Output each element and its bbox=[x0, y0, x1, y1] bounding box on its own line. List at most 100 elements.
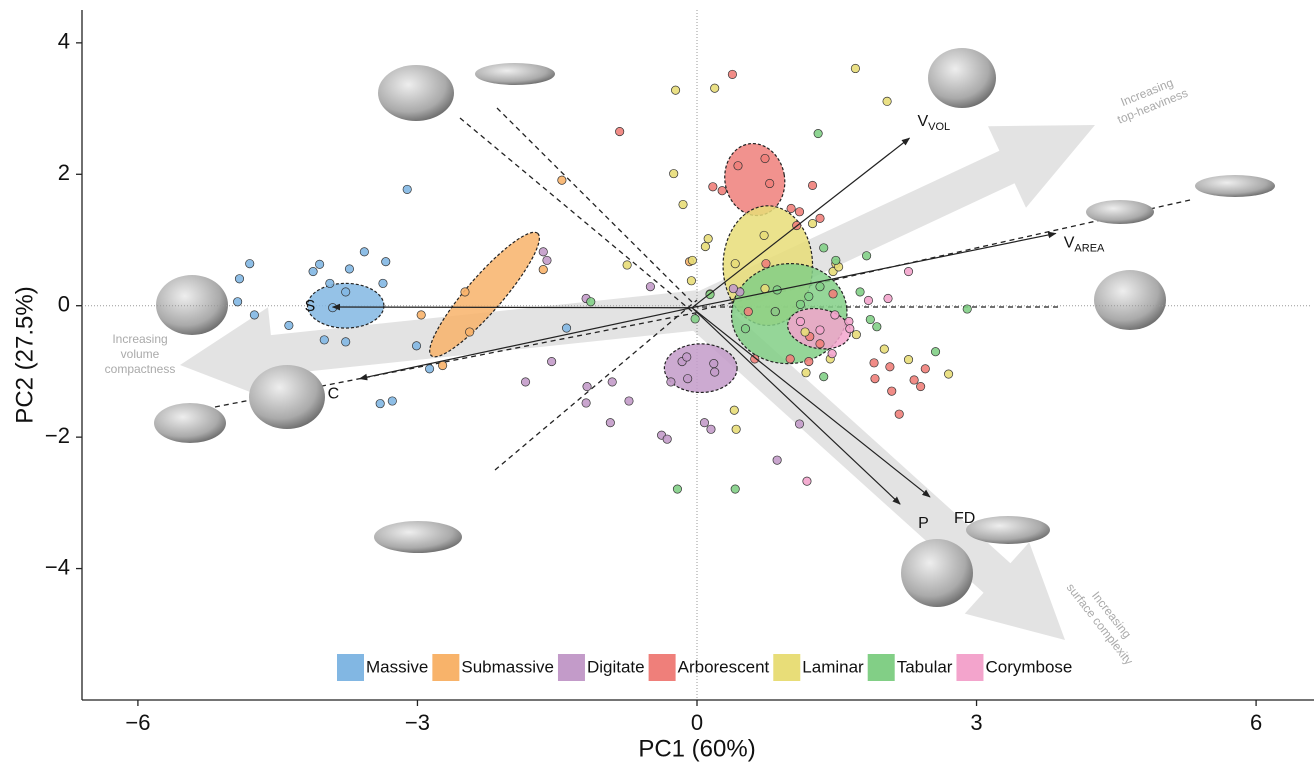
data-point bbox=[711, 84, 719, 92]
data-point bbox=[379, 279, 387, 287]
confidence-ellipse bbox=[664, 344, 737, 393]
legend-swatch bbox=[868, 654, 895, 681]
data-point bbox=[691, 315, 699, 323]
coral-image bbox=[475, 63, 555, 85]
legend-swatch bbox=[956, 654, 983, 681]
data-point bbox=[886, 363, 894, 371]
data-point bbox=[828, 349, 836, 357]
data-point bbox=[461, 288, 469, 296]
data-point bbox=[856, 288, 864, 296]
data-point bbox=[846, 325, 854, 333]
data-point bbox=[711, 368, 719, 376]
data-point bbox=[873, 323, 881, 331]
data-point bbox=[709, 183, 717, 191]
data-point bbox=[884, 294, 892, 302]
data-point bbox=[760, 231, 768, 239]
loading-label-main: FD bbox=[954, 510, 975, 527]
data-point bbox=[731, 259, 739, 267]
data-point bbox=[904, 355, 912, 363]
data-point bbox=[814, 129, 822, 137]
data-point bbox=[345, 265, 353, 273]
data-point bbox=[718, 187, 726, 195]
data-point bbox=[360, 248, 368, 256]
data-point bbox=[880, 345, 888, 353]
legend-swatch bbox=[432, 654, 459, 681]
data-point bbox=[376, 399, 384, 407]
data-point bbox=[888, 387, 896, 395]
loading-label-main: V bbox=[917, 113, 928, 130]
data-point bbox=[403, 185, 411, 193]
annotation-line: volume bbox=[121, 347, 160, 361]
data-point bbox=[787, 204, 795, 212]
loading-label-main: P bbox=[918, 515, 929, 532]
data-point bbox=[871, 374, 879, 382]
data-point bbox=[832, 256, 840, 264]
y-tick-label: −2 bbox=[45, 423, 70, 448]
loading-label: FD bbox=[954, 510, 975, 527]
data-point bbox=[673, 485, 681, 493]
data-point bbox=[795, 208, 803, 216]
data-point bbox=[328, 303, 336, 311]
loading-label: S bbox=[305, 298, 316, 315]
data-point bbox=[916, 382, 924, 390]
y-tick-label: −4 bbox=[45, 554, 70, 579]
data-point bbox=[734, 162, 742, 170]
data-point bbox=[851, 64, 859, 72]
data-point bbox=[816, 214, 824, 222]
data-point bbox=[816, 326, 824, 334]
data-point bbox=[786, 355, 794, 363]
legend-swatch bbox=[649, 654, 676, 681]
loading-label-sub: VOL bbox=[928, 121, 950, 133]
legend-label: Laminar bbox=[802, 657, 864, 676]
x-tick-label: −3 bbox=[405, 710, 430, 735]
coral-image bbox=[928, 48, 996, 108]
data-point bbox=[864, 296, 872, 304]
data-point bbox=[539, 248, 547, 256]
data-point bbox=[808, 219, 816, 227]
y-axis-label: PC2 (27.5%) bbox=[11, 286, 38, 423]
annotation-line: compactness bbox=[105, 362, 176, 376]
data-point bbox=[729, 284, 737, 292]
data-point bbox=[805, 357, 813, 365]
data-point bbox=[744, 307, 752, 315]
data-point bbox=[866, 315, 874, 323]
loading-arrow bbox=[333, 307, 692, 308]
annotation-line: Increasing bbox=[112, 332, 167, 346]
data-point bbox=[852, 330, 860, 338]
data-point bbox=[539, 265, 547, 273]
coral-image bbox=[249, 365, 325, 429]
x-tick-label: 0 bbox=[691, 710, 703, 735]
data-point bbox=[762, 259, 770, 267]
data-point bbox=[732, 425, 740, 433]
legend: MassiveSubmassiveDigitateArborescentLami… bbox=[337, 654, 1072, 681]
data-point bbox=[388, 397, 396, 405]
legend-label: Arborescent bbox=[678, 657, 770, 676]
loading-label-sub: AREA bbox=[1074, 242, 1105, 254]
data-point bbox=[741, 325, 749, 333]
data-point bbox=[558, 176, 566, 184]
data-point bbox=[796, 300, 804, 308]
data-point bbox=[309, 267, 317, 275]
loading-label: P bbox=[918, 515, 929, 532]
data-point bbox=[615, 127, 623, 135]
data-point bbox=[701, 242, 709, 250]
data-point bbox=[342, 338, 350, 346]
data-point bbox=[382, 257, 390, 265]
data-point bbox=[683, 374, 691, 382]
background-layer bbox=[154, 48, 1275, 640]
data-point bbox=[883, 97, 891, 105]
legend-label: Digitate bbox=[587, 657, 645, 676]
data-point bbox=[412, 342, 420, 350]
guide-line bbox=[497, 108, 700, 310]
data-point bbox=[687, 277, 695, 285]
data-point bbox=[921, 365, 929, 373]
data-point bbox=[910, 376, 918, 384]
data-point bbox=[944, 370, 952, 378]
data-point bbox=[688, 256, 696, 264]
data-point bbox=[773, 456, 781, 464]
data-point bbox=[710, 359, 718, 367]
chart: PC1 (60%) PC2 (27.5%) −6−3036−4−2024VVOL… bbox=[0, 0, 1314, 768]
legend-label: Corymbose bbox=[985, 657, 1072, 676]
